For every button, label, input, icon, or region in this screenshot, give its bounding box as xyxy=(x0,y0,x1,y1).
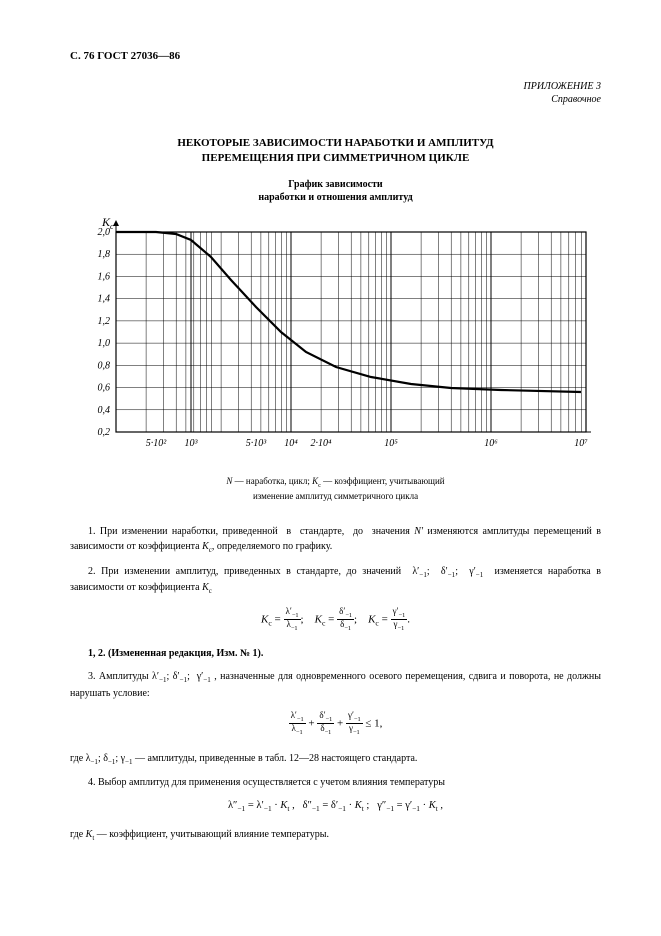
chart-subtitle: График зависимости наработки и отношения… xyxy=(70,178,601,204)
subtitle-line1: График зависимости xyxy=(288,179,382,190)
svg-text:1,4: 1,4 xyxy=(97,293,110,304)
svg-text:1,6: 1,6 xyxy=(97,271,110,282)
svg-text:0,6: 0,6 xyxy=(97,382,110,393)
para-1: 1. При изменении наработки, приведенной … xyxy=(70,524,601,556)
dependency-chart: 2,01,81,61,41,21,00,80,60,40,25·10²10³5·… xyxy=(81,212,591,462)
svg-text:1,2: 1,2 xyxy=(97,316,110,327)
doc-title: НЕКОТОРЫЕ ЗАВИСИМОСТИ НАРАБОТКИ И АМПЛИТ… xyxy=(70,136,601,166)
appendix-block: ПРИЛОЖЕНИЕ 3 Справочное xyxy=(70,80,601,106)
svg-text:0,2: 0,2 xyxy=(97,427,110,438)
formula-1: Kc = λ′−1λ−1; Kc = δ′−1δ−1; Kc = γ′−1γ−1… xyxy=(70,607,601,633)
svg-text:c: c xyxy=(110,222,114,231)
title-line1: НЕКОТОРЫЕ ЗАВИСИМОСТИ НАРАБОТКИ И АМПЛИТ… xyxy=(177,137,493,149)
para-4: где λ−1; δ−1; γ−1 — амплитуды, приведенн… xyxy=(70,751,601,768)
svg-text:5·10²: 5·10² xyxy=(145,438,167,449)
svg-text:1,0: 1,0 xyxy=(97,338,110,349)
svg-text:0,4: 0,4 xyxy=(97,404,110,415)
page-header: С. 76 ГОСТ 27036—86 xyxy=(70,50,601,62)
appendix-note: Справочное xyxy=(551,94,601,105)
para-6: где Kt — коэффициент, учитывающий влияни… xyxy=(70,827,601,844)
para-5: 4. Выбор амплитуд для применения осущест… xyxy=(70,775,601,790)
svg-text:10⁶: 10⁶ xyxy=(484,438,498,449)
subtitle-line2: наработки и отношения амплитуд xyxy=(258,192,412,203)
change-note: 1, 2. (Измененная редакция, Изм. № 1). xyxy=(70,646,601,661)
svg-text:0,8: 0,8 xyxy=(97,360,110,371)
svg-text:5·10³: 5·10³ xyxy=(245,438,267,449)
para-3: 3. Амплитуды λ′−1; δ′−1; γ′−1 , назначен… xyxy=(70,669,601,701)
svg-text:10³: 10³ xyxy=(184,438,198,449)
svg-text:10⁵: 10⁵ xyxy=(384,438,398,449)
chart-container: 2,01,81,61,41,21,00,80,60,40,25·10²10³5·… xyxy=(70,212,601,467)
chart-caption: N — наработка, цикл; Kc — коэффициент, у… xyxy=(70,475,601,502)
title-line2: ПЕРЕМЕЩЕНИЯ ПРИ СИММЕТРИЧНОМ ЦИКЛЕ xyxy=(202,152,470,164)
para-2: 2. При изменении амплитуд, приведенных в… xyxy=(70,564,601,597)
svg-text:10⁴: 10⁴ xyxy=(284,438,298,449)
appendix-label: ПРИЛОЖЕНИЕ 3 xyxy=(524,81,602,92)
svg-text:10⁷: 10⁷ xyxy=(574,438,588,449)
formula-3: λ″−1 = λ′−1 · Kt , δ″−1 = δ′−1 · Kt ; γ″… xyxy=(70,800,601,813)
svg-text:2·10⁴: 2·10⁴ xyxy=(310,438,332,449)
formula-2: λ′−1λ−1 + δ′−1δ−1 + γ′−1γ−1 ≤ 1, xyxy=(70,711,601,737)
svg-text:1,8: 1,8 xyxy=(97,249,110,260)
